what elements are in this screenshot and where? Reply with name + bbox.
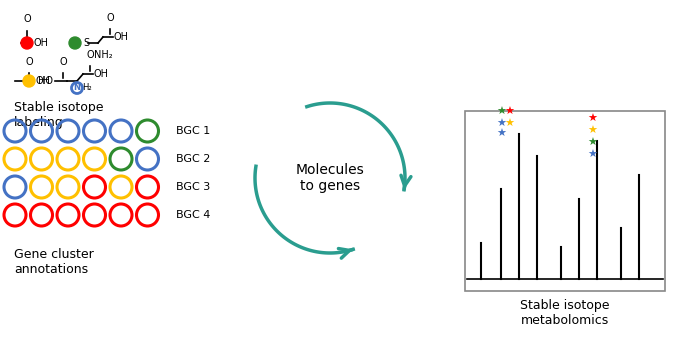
Text: ★: ★ (504, 107, 514, 117)
Text: O: O (86, 50, 94, 60)
Text: O: O (59, 57, 67, 67)
Text: ★: ★ (504, 119, 514, 129)
Text: OH: OH (113, 32, 128, 42)
Text: O: O (23, 14, 31, 24)
FancyBboxPatch shape (465, 111, 665, 291)
Text: OH: OH (93, 69, 108, 79)
Text: Stable isotope
metabolomics: Stable isotope metabolomics (520, 299, 610, 327)
Text: N: N (73, 84, 81, 93)
Text: Gene cluster
annotations: Gene cluster annotations (14, 248, 94, 276)
Text: ★: ★ (496, 119, 506, 129)
Circle shape (69, 37, 81, 49)
Text: OH: OH (33, 38, 48, 48)
Text: Molecules
to genes: Molecules to genes (296, 163, 364, 193)
Text: ★: ★ (496, 129, 506, 139)
Circle shape (21, 37, 33, 49)
Text: ★: ★ (587, 114, 597, 124)
Text: BGC 3: BGC 3 (176, 182, 210, 192)
Text: H₂: H₂ (82, 84, 92, 93)
Text: OH: OH (35, 76, 50, 86)
Text: BGC 4: BGC 4 (176, 210, 210, 220)
Text: ★: ★ (587, 126, 597, 136)
Text: ★: ★ (587, 150, 597, 160)
Text: BGC 1: BGC 1 (176, 126, 210, 136)
Text: HO: HO (38, 76, 53, 86)
Text: O: O (25, 57, 33, 67)
Text: ★: ★ (496, 107, 506, 117)
Text: BGC 2: BGC 2 (176, 154, 210, 164)
Text: ★: ★ (587, 138, 597, 148)
Text: O: O (106, 13, 114, 23)
Text: NH₂: NH₂ (94, 50, 112, 60)
Text: Stable isotope
labeling: Stable isotope labeling (14, 101, 103, 129)
Circle shape (23, 75, 35, 87)
Text: S: S (83, 38, 89, 48)
